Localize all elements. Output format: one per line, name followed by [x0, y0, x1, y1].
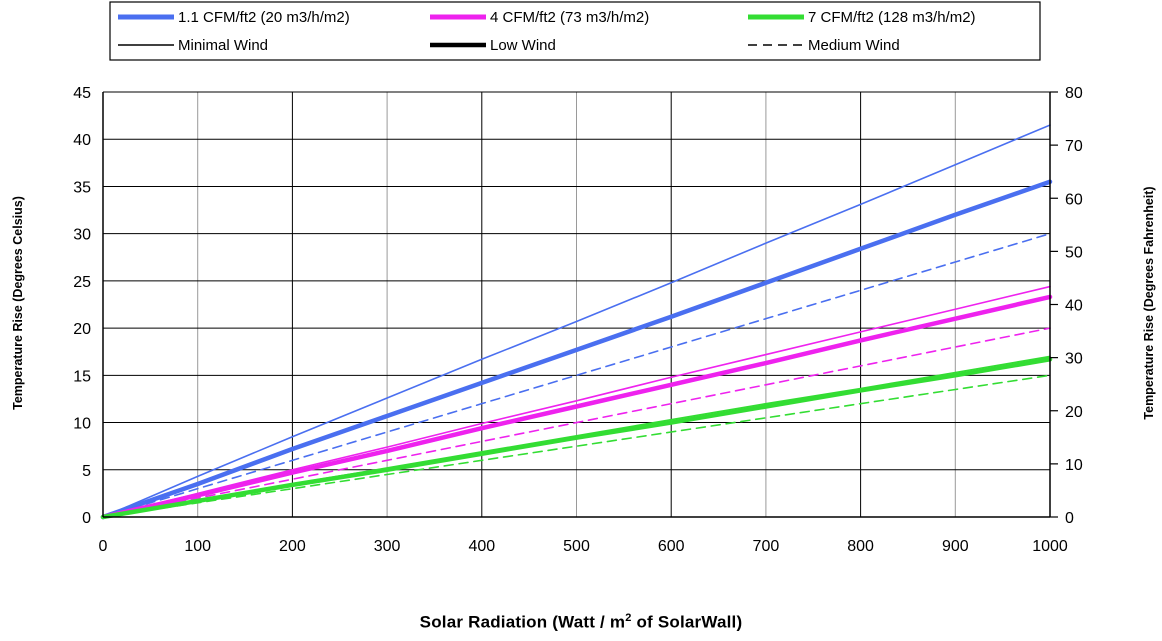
y-left-tick-label-20: 20: [73, 321, 91, 338]
y-left-tick-label-5: 5: [82, 463, 91, 480]
x-tick-label-100: 100: [184, 538, 211, 555]
series-line-flow-7-low-wind: [100, 357, 1053, 520]
x-tick-label-300: 300: [374, 538, 401, 555]
series-line-flow-1-1-minimal-wind: [102, 124, 1051, 518]
legend-label-flow-1: 1.1 CFM/ft2 (20 m3/h/m2): [178, 9, 350, 26]
legend: 1.1 CFM/ft2 (20 m3/h/m2) 4 CFM/ft2 (73 m3…: [109, 1, 1041, 61]
series-line-flow-4-medium-wind: [102, 327, 1051, 518]
legend-label-wind-1: Minimal Wind: [178, 37, 268, 54]
series-line-flow-4-low-wind: [100, 294, 1053, 520]
y-left-tick-label-10: 10: [73, 416, 91, 433]
y-right-tick-label-50: 50: [1065, 244, 1083, 261]
legend-box: [109, 1, 1041, 61]
y-right-tick-label-10: 10: [1065, 457, 1083, 474]
series-line-flow-1-1-medium-wind: [102, 232, 1051, 518]
axes: [102, 91, 1058, 518]
y-right-tick-label-70: 70: [1065, 138, 1083, 155]
series-lines: [100, 124, 1053, 520]
y-axis-label-right: Temperature Rise (Degrees Fahrenheit): [1142, 186, 1156, 419]
x-tick-label-700: 700: [753, 538, 780, 555]
y-left-tick-label-25: 25: [73, 274, 91, 291]
y-left-tick-label-0: 0: [82, 510, 91, 527]
grid: [103, 92, 1050, 517]
y-right-tick-label-30: 30: [1065, 351, 1083, 368]
y-right-tick-label-60: 60: [1065, 191, 1083, 208]
x-tick-label-400: 400: [468, 538, 495, 555]
x-tick-label-600: 600: [658, 538, 685, 555]
x-tick-label-0: 0: [99, 538, 108, 555]
x-tick-label-500: 500: [563, 538, 590, 555]
y-right-tick-label-0: 0: [1065, 510, 1074, 527]
y-right-tick-label-80: 80: [1065, 85, 1083, 102]
x-tick-label-900: 900: [942, 538, 969, 555]
series-line-flow-4-minimal-wind: [102, 285, 1051, 518]
x-tick-label-1000: 1000: [1032, 538, 1068, 555]
tick-labels: 0 100 200 300 400 500 600 700 800 900 100005101520…: [73, 85, 1083, 555]
legend-label-wind-3: Medium Wind: [808, 37, 900, 54]
x-tick-label-200: 200: [279, 538, 306, 555]
x-axis-label-main: Solar Radiation (Watt / m: [419, 612, 626, 632]
y-right-tick-label-20: 20: [1065, 404, 1083, 421]
y-left-tick-label-40: 40: [73, 132, 91, 149]
legend-label-flow-2: 4 CFM/ft2 (73 m3/h/m2): [490, 9, 649, 26]
x-axis-label-tail: of SolarWall): [631, 612, 743, 632]
series-line-flow-1-1-low-wind: [100, 179, 1053, 520]
y-right-tick-label-40: 40: [1065, 298, 1083, 315]
legend-label-wind-2: Low Wind: [490, 37, 556, 54]
x-axis-label-superscript: 2: [625, 612, 632, 624]
y-axis-label-left: Temperature Rise (Degrees Celsius): [11, 196, 25, 410]
x-axis-label: Solar Radiation (Watt / m2 of SolarWall): [0, 612, 1162, 633]
y-left-tick-label-15: 15: [73, 368, 91, 385]
y-left-tick-label-30: 30: [73, 227, 91, 244]
x-tick-label-800: 800: [847, 538, 874, 555]
series-line-flow-7-medium-wind: [102, 374, 1051, 518]
legend-label-flow-3: 7 CFM/ft2 (128 m3/h/m2): [808, 9, 976, 26]
y-left-tick-label-35: 35: [73, 179, 91, 196]
y-left-tick-label-45: 45: [73, 85, 91, 102]
